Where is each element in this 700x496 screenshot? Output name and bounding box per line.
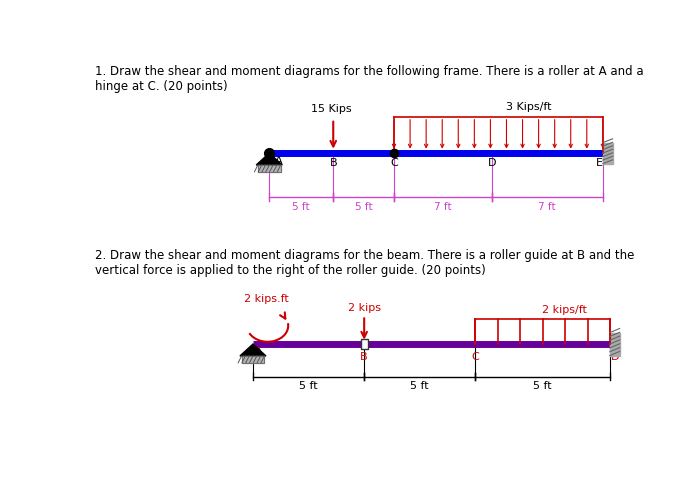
Polygon shape: [241, 356, 265, 363]
Text: E: E: [596, 158, 603, 168]
Text: 5 ft: 5 ft: [300, 381, 318, 391]
Polygon shape: [258, 165, 281, 172]
Text: A: A: [255, 347, 262, 357]
Text: 2. Draw the shear and moment diagrams for the beam. There is a roller guide at B: 2. Draw the shear and moment diagrams fo…: [95, 248, 634, 277]
Text: B: B: [330, 158, 337, 168]
Text: 5 ft: 5 ft: [355, 202, 372, 212]
Text: 2 kips: 2 kips: [348, 303, 381, 313]
Text: 2 kips/ft: 2 kips/ft: [542, 305, 587, 314]
Text: 5 ft: 5 ft: [410, 381, 429, 391]
Text: C: C: [472, 353, 480, 363]
Polygon shape: [360, 339, 368, 349]
Polygon shape: [240, 344, 266, 356]
Text: 7 ft: 7 ft: [538, 202, 556, 212]
Text: B: B: [360, 353, 368, 363]
Text: A: A: [274, 156, 282, 166]
Text: 5 ft: 5 ft: [533, 381, 552, 391]
Text: C: C: [390, 158, 398, 168]
Text: 3 Kips/ft: 3 Kips/ft: [505, 102, 551, 112]
Text: 15 Kips: 15 Kips: [312, 104, 352, 114]
Text: 7 ft: 7 ft: [434, 202, 452, 212]
Text: D: D: [611, 353, 620, 363]
Text: D: D: [487, 158, 496, 168]
Text: 1. Draw the shear and moment diagrams for the following frame. There is a roller: 1. Draw the shear and moment diagrams fo…: [95, 65, 644, 93]
Polygon shape: [610, 333, 620, 356]
Text: 5 ft: 5 ft: [293, 202, 310, 212]
Text: 2 kips.ft: 2 kips.ft: [244, 294, 289, 304]
Polygon shape: [256, 153, 282, 165]
Polygon shape: [603, 142, 612, 164]
